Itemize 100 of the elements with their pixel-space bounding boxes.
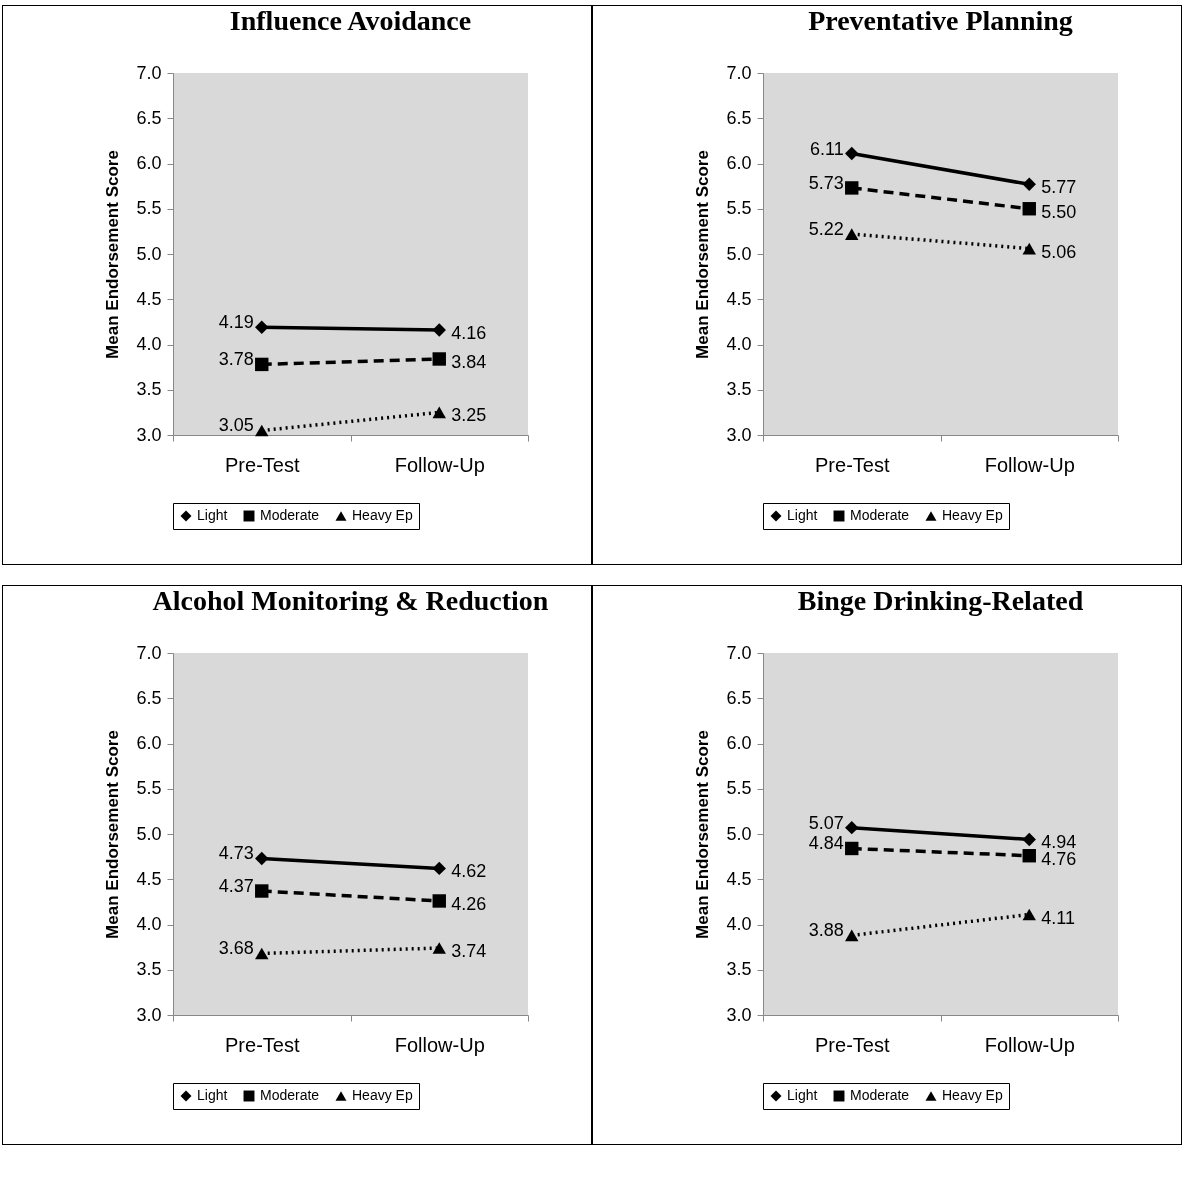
y-tick-label: 3.0: [726, 1004, 752, 1025]
data-label: 5.22: [808, 219, 844, 240]
chart-title: Binge Drinking-Related: [797, 585, 1084, 616]
data-label: 5.07: [808, 812, 844, 833]
data-label: 4.73: [218, 843, 254, 864]
y-tick-label: 3.5: [726, 379, 752, 400]
chart-title: Preventative Planning: [808, 5, 1073, 36]
data-label: 6.11: [810, 138, 844, 159]
data-label: 5.77: [1041, 177, 1077, 198]
y-tick-label: 5.5: [726, 198, 752, 219]
legend-label: Light: [197, 1087, 228, 1103]
chart-title: Alcohol Monitoring & Reduction: [152, 585, 549, 616]
y-tick-label: 5.0: [726, 823, 752, 844]
data-label: 3.78: [218, 349, 254, 370]
x-tick-label: Follow-Up: [394, 453, 485, 476]
point: [1022, 177, 1036, 192]
legend-label: Heavy Ep: [352, 1087, 413, 1103]
data-label: 3.05: [218, 415, 254, 436]
y-tick-label: 6.0: [136, 153, 162, 173]
y-tick-label: 5.5: [726, 778, 752, 799]
legend-label: Heavy Ep: [352, 507, 413, 523]
x-tick-label: Follow-Up: [984, 1033, 1075, 1056]
y-tick-label: 3.0: [136, 1004, 162, 1025]
legend-label: Light: [197, 507, 228, 523]
point: [432, 894, 446, 908]
legend-label: Moderate: [260, 1087, 320, 1103]
y-tick-label: 4.5: [726, 288, 752, 309]
data-label: 4.84: [808, 833, 844, 854]
point: [255, 884, 269, 898]
y-tick-label: 7.0: [136, 62, 162, 83]
x-tick-label: Follow-Up: [984, 453, 1075, 476]
y-axis-title: Mean Endorsement Score: [693, 150, 713, 359]
point: [432, 352, 446, 366]
y-tick-label: 7.0: [726, 642, 752, 663]
y-tick-label: 5.5: [136, 198, 162, 219]
y-tick-label: 4.5: [136, 288, 162, 309]
point: [845, 146, 859, 161]
legend-label: Heavy Ep: [942, 1087, 1003, 1103]
y-tick-label: 5.0: [136, 823, 162, 844]
y-tick-label: 4.5: [136, 868, 162, 889]
point: [432, 861, 446, 876]
point: [1022, 849, 1036, 863]
y-tick-label: 4.0: [136, 334, 162, 354]
point: [432, 323, 446, 337]
y-tick-label: 4.0: [726, 334, 752, 354]
data-label: 5.73: [808, 172, 844, 193]
legend-label: Light: [787, 507, 818, 523]
data-label: 4.62: [451, 861, 487, 882]
point: [255, 357, 269, 372]
x-tick-label: Follow-Up: [394, 1033, 485, 1056]
y-tick-label: 3.5: [136, 379, 162, 400]
y-tick-label: 6.5: [136, 107, 162, 128]
y-tick-label: 3.5: [726, 959, 752, 980]
y-axis-title: Mean Endorsement Score: [103, 150, 123, 359]
y-tick-label: 4.5: [726, 868, 752, 889]
data-label: 3.88: [808, 920, 844, 941]
data-label: 4.11: [1041, 907, 1075, 928]
y-tick-label: 6.0: [136, 733, 162, 753]
data-label: 3.25: [451, 405, 487, 426]
data-label: 5.06: [1041, 241, 1077, 262]
y-tick-label: 6.5: [726, 687, 752, 708]
legend-label: Moderate: [850, 1087, 910, 1103]
x-tick-label: Pre-Test: [815, 453, 890, 476]
point: [845, 841, 859, 856]
x-tick-label: Pre-Test: [815, 1033, 890, 1056]
point: [845, 820, 859, 835]
data-label: 4.16: [451, 323, 487, 344]
y-axis-title: Mean Endorsement Score: [693, 730, 713, 939]
y-axis-title: Mean Endorsement Score: [103, 730, 123, 939]
x-tick-label: Pre-Test: [225, 453, 300, 476]
data-label: 3.84: [451, 351, 487, 372]
y-tick-label: 4.0: [136, 914, 162, 934]
y-tick-label: 6.0: [726, 153, 752, 173]
point: [1022, 202, 1036, 216]
x-tick-label: Pre-Test: [225, 1033, 300, 1056]
y-tick-label: 3.5: [136, 959, 162, 980]
legend-label: Moderate: [850, 507, 910, 523]
y-tick-label: 5.0: [726, 243, 752, 264]
y-tick-label: 3.0: [136, 424, 162, 445]
legend-label: Light: [787, 1087, 818, 1103]
y-tick-label: 3.0: [726, 424, 752, 445]
y-tick-label: 7.0: [726, 62, 752, 83]
y-tick-label: 4.0: [726, 914, 752, 934]
data-label: 4.37: [218, 876, 254, 897]
y-tick-label: 6.5: [726, 107, 752, 128]
y-tick-label: 7.0: [136, 642, 162, 663]
data-label: 3.68: [218, 938, 254, 959]
data-label: 5.50: [1041, 201, 1077, 222]
y-tick-label: 5.0: [136, 243, 162, 264]
y-tick-label: 6.0: [726, 733, 752, 753]
point: [255, 320, 269, 335]
point: [845, 181, 859, 195]
point: [1022, 832, 1036, 847]
point: [255, 851, 269, 866]
y-tick-label: 5.5: [136, 778, 162, 799]
y-tick-label: 6.5: [136, 687, 162, 708]
legend-label: Moderate: [260, 507, 320, 523]
data-label: 4.19: [218, 312, 254, 333]
data-label: 3.74: [451, 941, 487, 962]
chart-title: Influence Avoidance: [229, 5, 472, 36]
